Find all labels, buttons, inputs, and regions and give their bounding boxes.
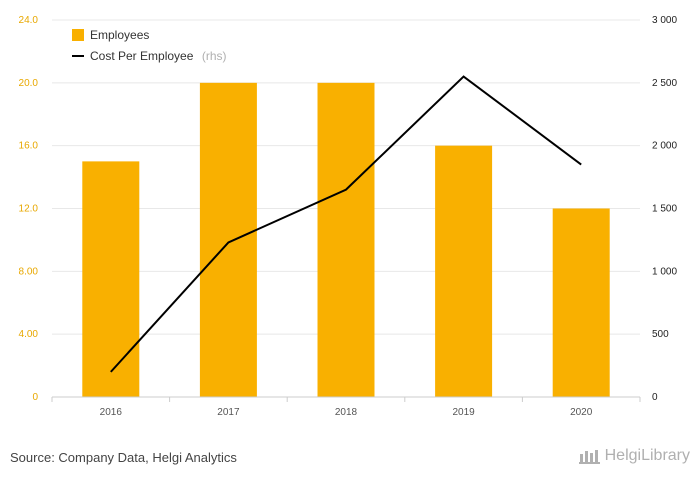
brand-name: HelgiLibrary [604, 447, 690, 464]
right-axis-ticks: 0 500 1 000 1 500 2 000 2 500 3 000 [652, 15, 677, 403]
left-tick-label: 20.0 [19, 78, 39, 89]
left-tick-label: 12.0 [19, 204, 39, 215]
line-series-cost-per-employee [110, 75, 582, 373]
right-tick-label: 1 000 [652, 266, 677, 277]
legend-label-cost-per-employee-group: Cost Per Employee (rhs) [90, 47, 227, 64]
right-tick-label: 2 500 [652, 78, 677, 89]
bar-employees-2019 [435, 145, 493, 397]
left-tick-label: 8.00 [19, 266, 39, 277]
bar-employees-2020 [552, 208, 610, 397]
right-tick-label: 1 500 [652, 204, 677, 215]
right-tick-label: 3 000 [652, 15, 677, 26]
legend-rhs-suffix: (rhs) [202, 49, 227, 63]
bar-series-employees [82, 82, 610, 397]
right-tick-label: 500 [652, 329, 669, 340]
left-axis-ticks: 0 4.00 8.00 12.0 16.0 20.0 24.0 [19, 15, 39, 403]
combo-chart: 0 4.00 8.00 12.0 16.0 20.0 24.0 0 500 1 000 1 500… [19, 15, 678, 418]
bar-employees-2016 [82, 161, 140, 397]
legend-swatch-employees [72, 29, 84, 41]
left-tick-label: 24.0 [19, 15, 39, 26]
right-tick-label: 0 [652, 392, 658, 403]
legend: Employees Cost Per Employee (rhs) [72, 28, 227, 64]
x-tick-label: 2017 [217, 407, 240, 418]
legend-label-cost-per-employee: Cost Per Employee [90, 49, 194, 63]
right-tick-label: 2 000 [652, 141, 677, 152]
left-tick-label: 0 [32, 392, 38, 403]
bar-employees-2017 [199, 82, 257, 397]
source-note: Source: Company Data, Helgi Analytics [10, 450, 237, 465]
x-tick-label: 2016 [100, 407, 123, 418]
x-tick-label: 2020 [570, 407, 593, 418]
library-icon [578, 450, 600, 464]
x-tick-label: 2019 [452, 407, 475, 418]
bar-employees-2018 [317, 82, 375, 397]
x-axis: 2016 2017 2018 2019 2020 [51, 396, 641, 418]
x-tick-label: 2018 [335, 407, 358, 418]
left-tick-label: 4.00 [19, 329, 39, 340]
legend-label-employees: Employees [90, 28, 149, 42]
left-tick-label: 16.0 [19, 141, 39, 152]
brand-logo: HelgiLibrary [578, 447, 690, 465]
